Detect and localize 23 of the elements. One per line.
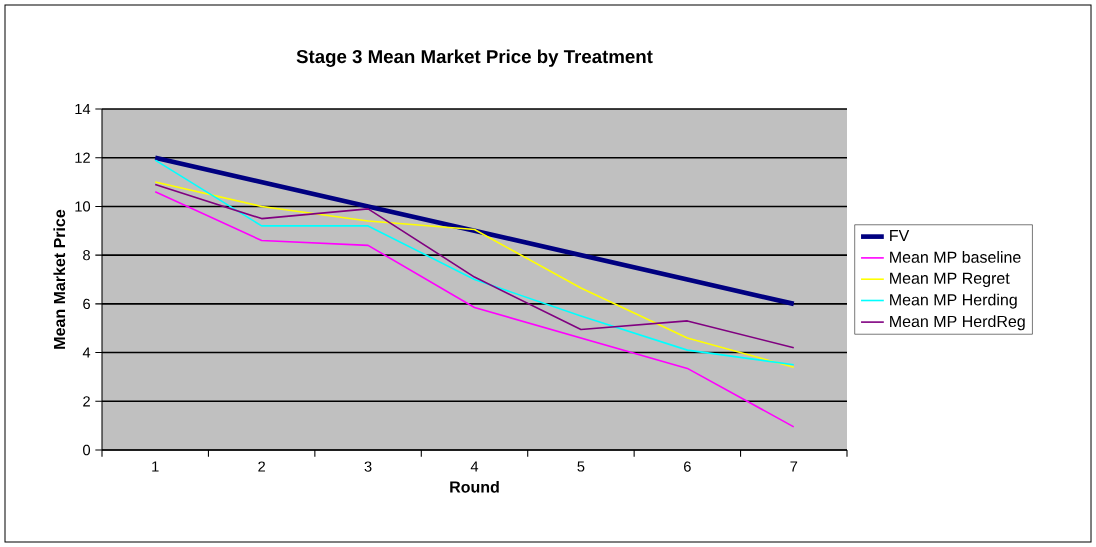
x-tick-label: 1 [152, 461, 159, 472]
y-tick-label: 4 [82, 347, 91, 358]
y-tick-label: 10 [75, 201, 91, 212]
legend-label: Mean MP baseline [890, 251, 1021, 263]
y-tick-label: 8 [83, 249, 90, 261]
y-tick-label: 12 [75, 152, 90, 163]
x-tick-label: 2 [258, 461, 265, 472]
x-tick-label: 3 [364, 461, 372, 472]
y-tick-label: 0 [83, 444, 91, 456]
y-tick-label: 2 [83, 396, 90, 407]
y-tick-label: 6 [83, 298, 90, 310]
legend-label: FV [890, 230, 910, 242]
chart-title: Stage 3 Mean Market Price by Treatment [296, 49, 653, 67]
x-tick-label: 6 [684, 461, 691, 472]
x-tick-label: 4 [470, 461, 479, 472]
y-axis-title: Mean Market Price [53, 209, 66, 349]
y-tick-label: 14 [75, 103, 91, 115]
x-axis-title: Round [450, 480, 499, 493]
x-tick-label: 5 [577, 461, 585, 472]
legend-label: Mean MP Herding [890, 293, 1017, 309]
legend-label: Mean MP HerdReg [890, 315, 1025, 331]
legend-label: Mean MP Regret [890, 272, 1010, 288]
x-tick-label: 7 [790, 461, 798, 472]
